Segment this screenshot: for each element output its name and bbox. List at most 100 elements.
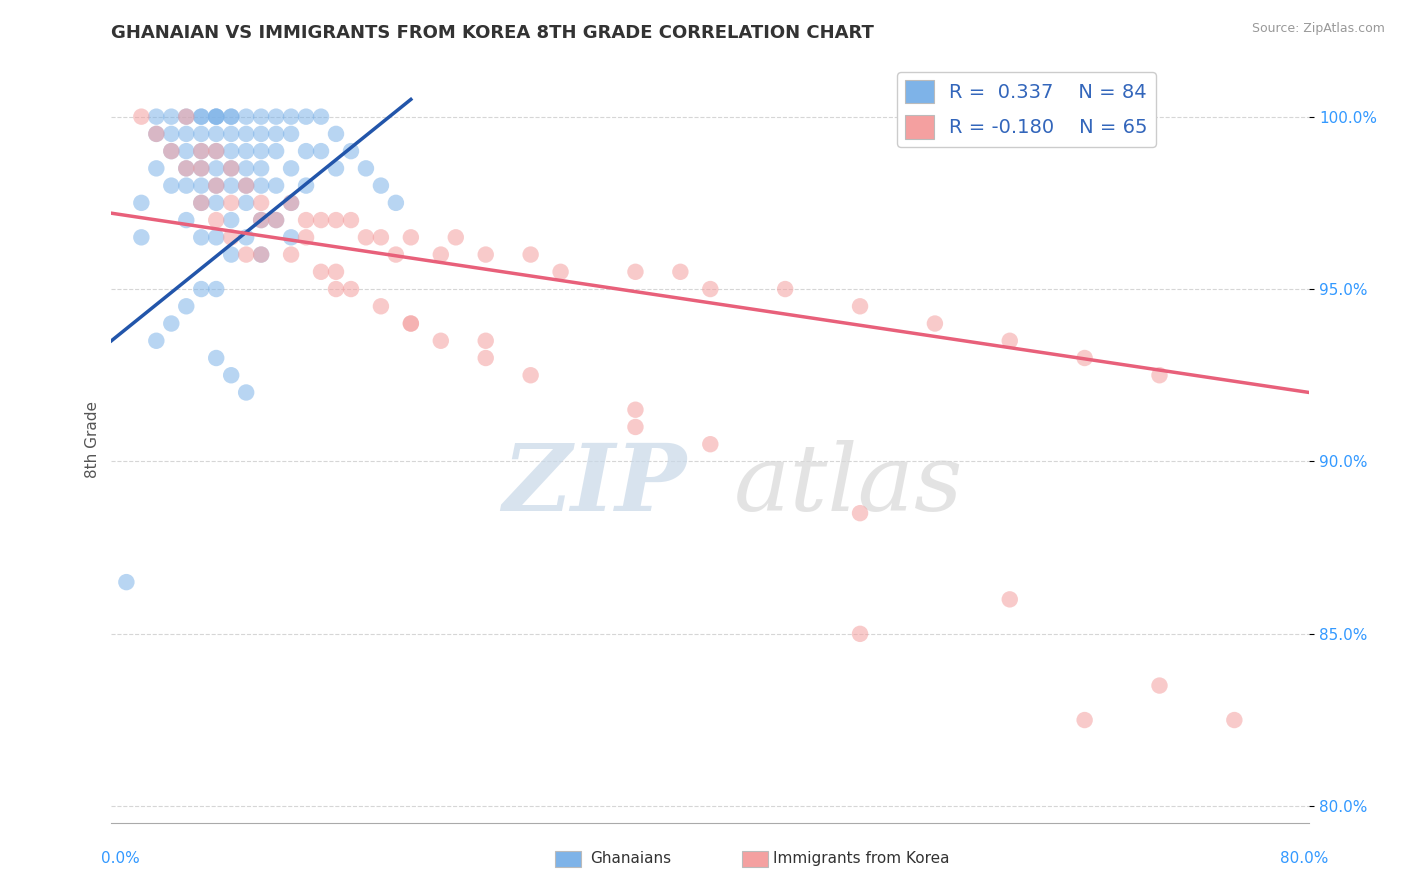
- Point: [205, 178, 228, 193]
- Text: GHANAIAN VS IMMIGRANTS FROM KOREA 8TH GRADE CORRELATION CHART: GHANAIAN VS IMMIGRANTS FROM KOREA 8TH GR…: [111, 24, 875, 42]
- Point: [325, 213, 347, 227]
- Point: [354, 230, 377, 244]
- Point: [340, 144, 363, 158]
- Point: [624, 265, 647, 279]
- Point: [145, 161, 167, 176]
- Point: [235, 144, 257, 158]
- Point: [624, 402, 647, 417]
- Point: [219, 144, 242, 158]
- Point: [235, 247, 257, 261]
- Point: [250, 195, 273, 210]
- Point: [190, 127, 212, 141]
- Point: [474, 247, 496, 261]
- Point: [444, 230, 467, 244]
- Point: [385, 195, 408, 210]
- Point: [190, 161, 212, 176]
- Point: [280, 195, 302, 210]
- Point: [370, 178, 392, 193]
- Point: [160, 178, 183, 193]
- Point: [219, 178, 242, 193]
- Point: [354, 161, 377, 176]
- Point: [145, 110, 167, 124]
- Point: [1149, 679, 1171, 693]
- Point: [235, 110, 257, 124]
- Point: [849, 299, 872, 313]
- Point: [309, 144, 332, 158]
- Point: [474, 351, 496, 365]
- Point: [235, 127, 257, 141]
- Point: [235, 161, 257, 176]
- Point: [219, 110, 242, 124]
- Point: [998, 334, 1021, 348]
- Point: [205, 127, 228, 141]
- Point: [190, 161, 212, 176]
- Point: [205, 110, 228, 124]
- Point: [250, 247, 273, 261]
- Point: [250, 178, 273, 193]
- Point: [519, 247, 541, 261]
- Point: [131, 230, 153, 244]
- Point: [219, 161, 242, 176]
- Point: [205, 161, 228, 176]
- Point: [174, 127, 197, 141]
- Point: [235, 230, 257, 244]
- Point: [1073, 351, 1095, 365]
- Point: [219, 195, 242, 210]
- Point: [174, 213, 197, 227]
- Point: [160, 144, 183, 158]
- Point: [160, 110, 183, 124]
- Point: [205, 110, 228, 124]
- Point: [219, 161, 242, 176]
- Point: [205, 282, 228, 296]
- Point: [669, 265, 692, 279]
- Point: [250, 161, 273, 176]
- Text: 80.0%: 80.0%: [1281, 851, 1329, 865]
- Point: [235, 385, 257, 400]
- Point: [145, 127, 167, 141]
- Point: [190, 195, 212, 210]
- Point: [399, 230, 422, 244]
- Point: [174, 161, 197, 176]
- Point: [295, 110, 318, 124]
- Point: [205, 213, 228, 227]
- Point: [235, 178, 257, 193]
- Point: [235, 178, 257, 193]
- Point: [235, 195, 257, 210]
- Point: [219, 110, 242, 124]
- Point: [174, 110, 197, 124]
- Point: [430, 247, 453, 261]
- Point: [219, 247, 242, 261]
- Point: [190, 230, 212, 244]
- Point: [219, 213, 242, 227]
- Point: [160, 144, 183, 158]
- Point: [325, 161, 347, 176]
- Point: [325, 282, 347, 296]
- Point: [325, 265, 347, 279]
- Point: [174, 110, 197, 124]
- Point: [190, 144, 212, 158]
- Point: [174, 161, 197, 176]
- Point: [280, 230, 302, 244]
- Point: [519, 368, 541, 383]
- Point: [145, 127, 167, 141]
- Point: [1073, 713, 1095, 727]
- Point: [340, 282, 363, 296]
- Point: [849, 627, 872, 641]
- Y-axis label: 8th Grade: 8th Grade: [86, 401, 100, 477]
- Point: [264, 127, 287, 141]
- Text: Immigrants from Korea: Immigrants from Korea: [773, 851, 950, 865]
- Point: [399, 317, 422, 331]
- Point: [280, 161, 302, 176]
- Point: [998, 592, 1021, 607]
- Point: [250, 144, 273, 158]
- Point: [699, 437, 721, 451]
- Legend: R =  0.337    N = 84, R = -0.180    N = 65: R = 0.337 N = 84, R = -0.180 N = 65: [897, 72, 1156, 146]
- Point: [295, 178, 318, 193]
- Point: [264, 213, 287, 227]
- Text: 0.0%: 0.0%: [101, 851, 141, 865]
- Point: [280, 110, 302, 124]
- Point: [264, 178, 287, 193]
- Point: [145, 334, 167, 348]
- Point: [160, 317, 183, 331]
- Point: [1149, 368, 1171, 383]
